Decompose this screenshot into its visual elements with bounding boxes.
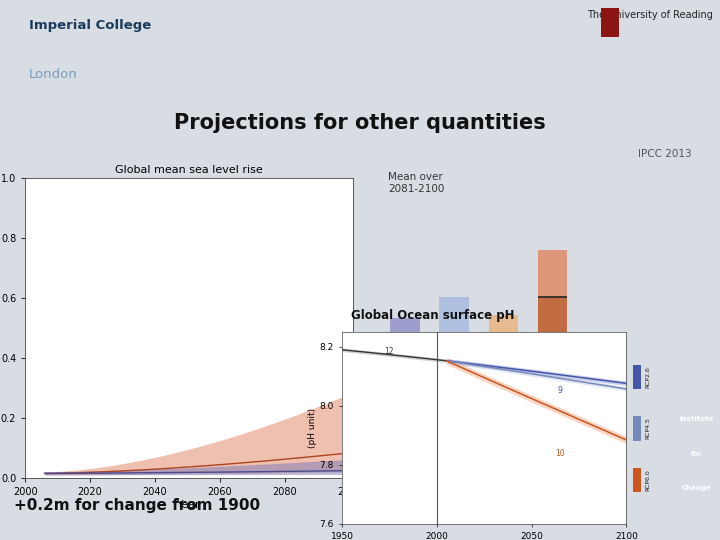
FancyBboxPatch shape bbox=[633, 416, 642, 441]
Bar bbox=[390, 349, 420, 402]
Text: RCP6.0: RCP6.0 bbox=[645, 469, 650, 491]
Bar bbox=[489, 315, 518, 334]
Bar bbox=[439, 334, 469, 386]
X-axis label: Year: Year bbox=[177, 500, 201, 510]
Title: Global mean sea level rise: Global mean sea level rise bbox=[115, 165, 263, 174]
Text: RCP2.6: RCP2.6 bbox=[645, 366, 650, 388]
Text: RCP4.5: RCP4.5 bbox=[645, 417, 650, 440]
Bar bbox=[538, 297, 567, 354]
Text: 12: 12 bbox=[384, 347, 394, 356]
Bar bbox=[390, 318, 420, 349]
FancyBboxPatch shape bbox=[633, 468, 642, 492]
Bar bbox=[538, 249, 567, 297]
Text: Institute: Institute bbox=[680, 416, 714, 422]
Text: Global Ocean surface pH: Global Ocean surface pH bbox=[351, 309, 515, 322]
Text: IPCC 2013: IPCC 2013 bbox=[638, 149, 691, 159]
Text: for: for bbox=[691, 450, 702, 457]
Y-axis label: (pH unit): (pH unit) bbox=[307, 408, 317, 448]
FancyBboxPatch shape bbox=[601, 8, 619, 37]
Text: Projections for other quantities: Projections for other quantities bbox=[174, 112, 546, 133]
Bar bbox=[439, 297, 469, 334]
Text: Mean over
2081-2100: Mean over 2081-2100 bbox=[388, 172, 444, 194]
Text: London: London bbox=[29, 68, 78, 81]
Text: Change: Change bbox=[682, 485, 711, 491]
Text: 10: 10 bbox=[555, 449, 565, 458]
Text: Imperial College: Imperial College bbox=[29, 19, 151, 32]
Bar bbox=[489, 334, 518, 383]
Text: 9: 9 bbox=[557, 386, 562, 395]
FancyBboxPatch shape bbox=[633, 364, 642, 389]
Text: +0.2m for change from 1900: +0.2m for change from 1900 bbox=[14, 498, 261, 514]
Text: The University of Reading: The University of Reading bbox=[587, 10, 713, 20]
